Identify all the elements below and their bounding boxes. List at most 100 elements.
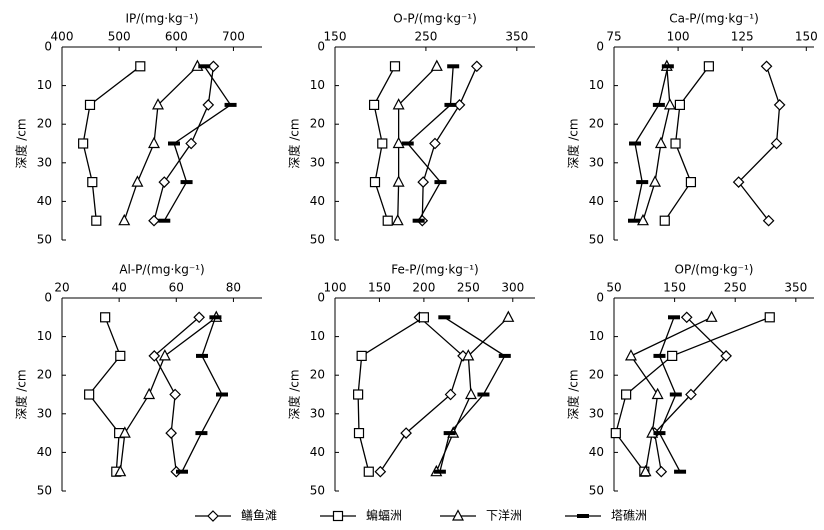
x-tick-label: 350 xyxy=(505,30,528,44)
y-tick-label: 40 xyxy=(37,445,52,459)
panel-title: OP/(mg·kg⁻¹) xyxy=(675,263,754,277)
marker-triangle xyxy=(654,136,667,149)
y-tick-label: 10 xyxy=(589,329,604,343)
marker-square xyxy=(418,312,429,323)
marker-triangle xyxy=(118,426,131,438)
legend-label: 下洋洲 xyxy=(486,508,522,523)
y-tick-label: 40 xyxy=(37,194,52,208)
y-tick-label: 50 xyxy=(37,233,52,247)
y-tick-label: 50 xyxy=(310,484,325,498)
y-tick-label: 30 xyxy=(37,406,52,420)
y-tick-label: 0 xyxy=(44,291,52,305)
y-tick-label: 50 xyxy=(589,233,604,247)
marker-triangle xyxy=(430,59,443,71)
marker-triangle xyxy=(663,98,676,110)
y-tick-label: 30 xyxy=(37,155,52,169)
marker-bar xyxy=(401,141,414,146)
y-tick-label: 20 xyxy=(589,368,604,382)
marker-diamond xyxy=(158,176,171,188)
marker-triangle xyxy=(118,213,131,226)
marker-triangle xyxy=(649,175,662,187)
marker-bar xyxy=(196,353,208,358)
marker-diamond xyxy=(202,99,215,111)
marker-bar xyxy=(216,392,228,397)
marker-bar xyxy=(653,431,666,436)
x-tick-label: 600 xyxy=(165,30,188,44)
marker-bar xyxy=(636,180,649,185)
marker-square xyxy=(674,99,685,111)
x-tick-label: 100 xyxy=(324,281,347,295)
marker-diamond xyxy=(444,388,457,401)
x-tick-label: 700 xyxy=(222,30,245,44)
marker-square xyxy=(764,312,775,323)
marker-square xyxy=(670,138,681,149)
y-tick-label: 10 xyxy=(37,78,52,92)
x-tick-label: 40 xyxy=(112,281,127,295)
series-line xyxy=(357,316,425,472)
marker-square xyxy=(135,61,146,72)
y-tick-label: 20 xyxy=(310,117,325,131)
legend-label: 蝙蝠洲 xyxy=(366,508,402,523)
panel-title: Fe-P/(mg·kg⁻¹) xyxy=(391,263,478,277)
x-tick-label: 350 xyxy=(784,281,807,295)
marker-diamond xyxy=(169,388,181,401)
series-line xyxy=(642,66,671,221)
marker-square xyxy=(115,350,126,361)
marker-square xyxy=(356,350,367,361)
marker-square xyxy=(685,177,697,188)
y-tick-label: 20 xyxy=(37,117,52,131)
x-tick-label: 60 xyxy=(169,281,184,295)
x-tick-label: 150 xyxy=(324,30,347,44)
marker-bar xyxy=(447,64,460,69)
legend-label: 鳝鱼滩 xyxy=(241,508,277,523)
marker-square xyxy=(659,215,670,226)
marker-triangle xyxy=(392,136,405,149)
y-tick-label: 50 xyxy=(589,484,604,498)
marker-bar xyxy=(168,141,180,146)
series-line xyxy=(153,66,215,221)
y-tick-label: 40 xyxy=(310,194,325,208)
marker-triangle xyxy=(651,387,664,400)
marker-triangle xyxy=(392,98,405,110)
y-tick-label: 20 xyxy=(589,117,604,131)
marker-bar xyxy=(444,102,457,107)
y-tick-label: 40 xyxy=(589,194,604,208)
marker-bar xyxy=(412,218,425,223)
marker-diamond xyxy=(148,214,160,227)
y-tick-label: 20 xyxy=(310,368,325,382)
series-line xyxy=(119,316,217,472)
marker-diamond xyxy=(773,99,786,111)
marker-bar xyxy=(224,102,237,107)
y-tick-label: 30 xyxy=(310,406,325,420)
marker-triangle xyxy=(143,387,156,400)
y-tick-label: 0 xyxy=(317,291,325,305)
y-axis-label: 深度 /cm xyxy=(287,369,302,419)
marker-square xyxy=(332,510,344,522)
marker-diamond xyxy=(470,60,483,73)
marker-diamond xyxy=(732,176,745,188)
marker-square xyxy=(363,466,374,477)
x-tick-label: 150 xyxy=(795,30,818,44)
y-tick-label: 10 xyxy=(37,329,52,343)
x-tick-label: 50 xyxy=(606,281,621,295)
marker-bar xyxy=(158,218,171,223)
marker-diamond xyxy=(655,465,668,478)
marker-square xyxy=(703,61,714,72)
marker-triangle xyxy=(158,349,171,361)
marker-square xyxy=(610,428,621,439)
marker-diamond xyxy=(193,311,205,324)
marker-triangle xyxy=(502,310,515,322)
marker-diamond xyxy=(185,137,197,150)
marker-square xyxy=(667,350,678,361)
y-axis-label: 深度 /cm xyxy=(287,118,302,168)
y-axis-label: 深度 /cm xyxy=(566,369,581,419)
legend-label: 塔礁洲 xyxy=(611,508,647,523)
marker-diamond xyxy=(400,427,412,439)
x-tick-label: 250 xyxy=(724,281,747,295)
marker-bar xyxy=(209,315,222,320)
marker-square xyxy=(78,138,89,149)
marker-square xyxy=(84,389,95,400)
marker-triangle xyxy=(452,509,464,521)
x-tick-label: 250 xyxy=(457,281,480,295)
marker-bar xyxy=(652,102,665,107)
